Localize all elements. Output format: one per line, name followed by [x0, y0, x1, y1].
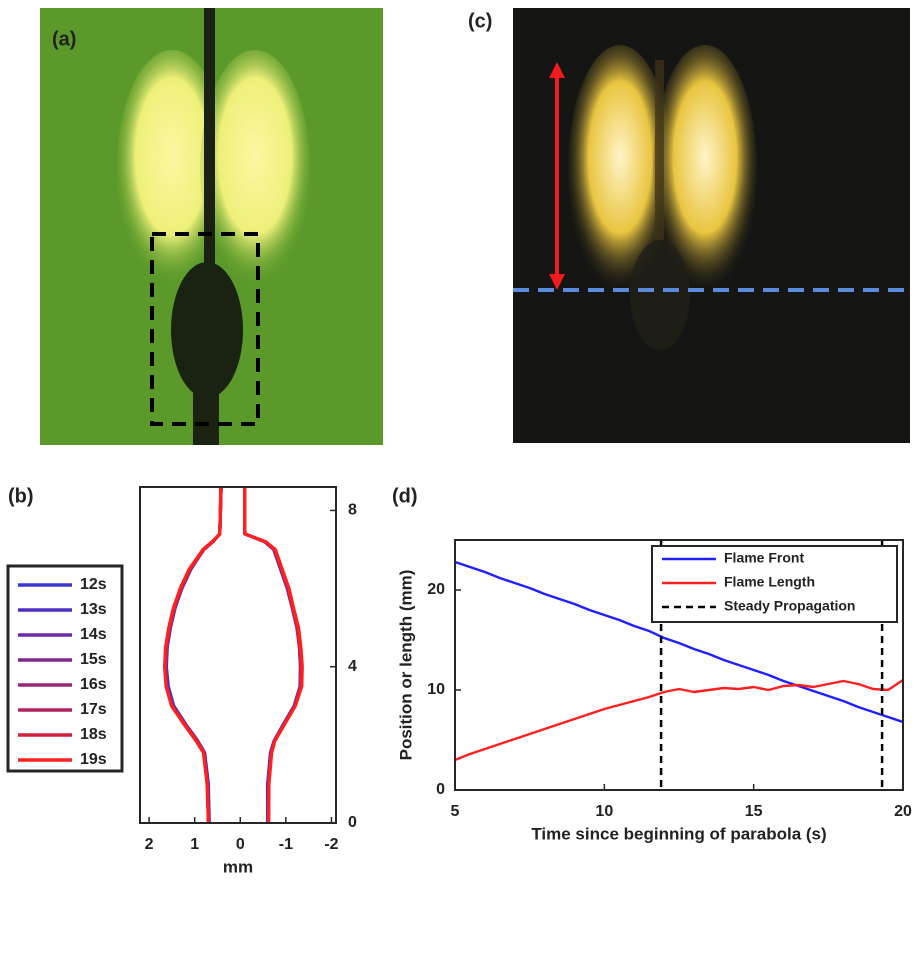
legend-label: 14s [80, 626, 107, 643]
legend-label: 13s [80, 601, 107, 618]
x-tick-label: 10 [595, 803, 613, 820]
legend-label: 19s [80, 751, 107, 768]
series-line [163, 486, 303, 824]
x-axis-title: mm [223, 857, 253, 876]
x-tick-label: -2 [324, 836, 338, 853]
legend-box [6, 564, 124, 773]
legend-label: Flame Length [724, 574, 815, 590]
y-tick-label: 20 [427, 581, 445, 598]
legend-label: 16s [80, 676, 107, 693]
y-tick-label: 10 [427, 681, 445, 698]
legend-label: Steady Propagation [724, 598, 855, 614]
x-tick-label: 2 [145, 836, 154, 853]
x-tick-label: 1 [190, 836, 199, 853]
x-axis-title: Time since beginning of parabola (s) [531, 824, 826, 843]
x-tick-label: 20 [894, 803, 912, 820]
series-line [164, 486, 302, 824]
legend-label: Flame Front [724, 550, 804, 566]
plot-frame [139, 486, 337, 824]
series-line [163, 486, 303, 824]
y-tick-label: 0 [348, 814, 357, 831]
panel-label: (c) [468, 10, 492, 32]
plot-frame [454, 539, 904, 791]
series-line [163, 486, 303, 824]
series-line [163, 486, 303, 824]
photo-c [513, 8, 910, 443]
legend-label: 17s [80, 701, 107, 718]
panel-label: (d) [392, 485, 418, 507]
y-tick-label: 8 [348, 502, 357, 519]
legend-label: 18s [80, 726, 107, 743]
series-line [454, 560, 904, 724]
panel-label: (a) [52, 28, 76, 50]
photo-a [40, 8, 383, 445]
panel-label: (b) [8, 485, 34, 507]
series-line [454, 679, 904, 762]
x-tick-label: 0 [236, 836, 245, 853]
x-tick-label: -1 [279, 836, 293, 853]
series-line [163, 486, 304, 824]
y-axis-title: Position or length (mm) [396, 570, 415, 761]
x-tick-label: 5 [451, 803, 460, 820]
series-line [164, 486, 302, 824]
series-line [163, 486, 303, 824]
y-tick-label: 4 [348, 658, 357, 675]
y-tick-label: 0 [436, 781, 445, 798]
legend-label: 15s [80, 651, 107, 668]
legend-label: 12s [80, 576, 107, 593]
x-tick-label: 15 [745, 803, 763, 820]
